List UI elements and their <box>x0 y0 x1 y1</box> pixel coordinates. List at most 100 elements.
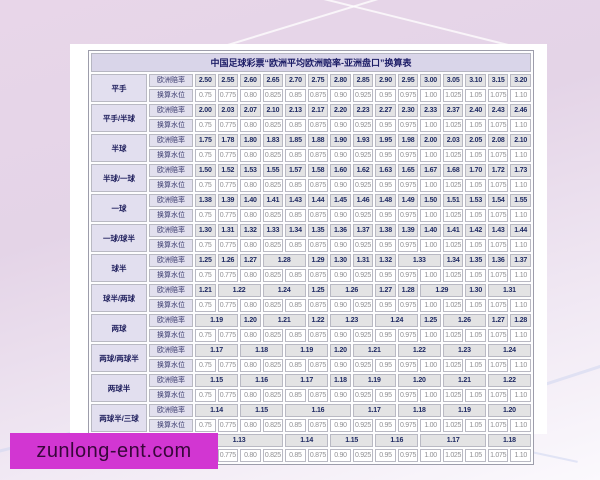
water-value-cell: 0.775 <box>217 179 239 192</box>
water-value-cell: 1.05 <box>465 449 486 462</box>
odds-row-label: 欧洲赔率 <box>149 224 193 237</box>
water-value-cell: 1.075 <box>487 239 509 252</box>
odds-value-cell: 1.32 <box>375 254 396 267</box>
water-value-cell: 0.975 <box>397 179 419 192</box>
water-value-cell: 0.90 <box>330 149 351 162</box>
odds-value-cell: 1.48 <box>375 194 396 207</box>
water-value-cell: 0.875 <box>307 179 329 192</box>
odds-value-cell: 1.39 <box>397 224 419 237</box>
odds-value-cell: 1.27 <box>487 314 509 327</box>
water-value-cell: 0.75 <box>195 359 216 372</box>
odds-value-cell: 2.90 <box>375 74 396 87</box>
water-value-cell: 0.775 <box>217 359 239 372</box>
water-value-cell: 0.975 <box>397 419 419 432</box>
water-value-cell: 1.10 <box>510 359 531 372</box>
water-value-cell: 0.925 <box>352 149 374 162</box>
water-value-cell: 0.80 <box>240 329 261 342</box>
water-value-cell: 0.875 <box>307 419 329 432</box>
water-value-cell: 1.025 <box>442 149 464 162</box>
water-value-cell: 0.85 <box>285 449 306 462</box>
water-value-cell: 1.025 <box>442 179 464 192</box>
odds-value-cell: 1.29 <box>420 284 464 297</box>
water-value-cell: 1.00 <box>420 449 441 462</box>
water-value-cell: 1.075 <box>487 299 509 312</box>
odds-value-cell: 1.52 <box>217 164 239 177</box>
water-value-cell: 0.975 <box>397 269 419 282</box>
water-value-cell: 1.025 <box>442 329 464 342</box>
odds-value-cell: 1.17 <box>352 404 396 417</box>
water-value-cell: 0.95 <box>375 89 396 102</box>
water-value-cell: 0.925 <box>352 209 374 222</box>
water-value-cell: 0.80 <box>240 179 261 192</box>
odds-value-cell: 1.83 <box>262 134 284 147</box>
odds-value-cell: 1.73 <box>510 164 531 177</box>
odds-value-cell: 3.20 <box>510 74 531 87</box>
odds-value-cell: 1.68 <box>442 164 464 177</box>
odds-value-cell: 1.21 <box>262 314 306 327</box>
water-value-cell: 0.825 <box>262 89 284 102</box>
odds-value-cell: 2.00 <box>195 104 216 117</box>
water-value-cell: 0.825 <box>262 419 284 432</box>
odds-value-cell: 1.22 <box>487 374 531 387</box>
water-value-cell: 0.75 <box>195 179 216 192</box>
odds-value-cell: 1.18 <box>397 404 441 417</box>
water-value-cell: 0.775 <box>217 119 239 132</box>
odds-value-cell: 1.45 <box>330 194 351 207</box>
odds-value-cell: 2.20 <box>330 104 351 117</box>
odds-value-cell: 1.25 <box>195 254 216 267</box>
water-value-cell: 1.00 <box>420 119 441 132</box>
water-value-cell: 0.95 <box>375 419 396 432</box>
odds-value-cell: 1.54 <box>487 194 509 207</box>
water-value-cell: 1.025 <box>442 89 464 102</box>
water-value-cell: 0.85 <box>285 359 306 372</box>
odds-value-cell: 1.33 <box>397 254 441 267</box>
water-value-cell: 0.95 <box>375 389 396 402</box>
handicap-group-label: 一球 <box>91 194 147 222</box>
water-value-cell: 0.825 <box>262 239 284 252</box>
odds-value-cell: 1.14 <box>285 434 329 447</box>
water-value-cell: 0.825 <box>262 329 284 342</box>
odds-value-cell: 1.32 <box>240 224 261 237</box>
water-value-cell: 1.075 <box>487 269 509 282</box>
water-value-cell: 0.925 <box>352 239 374 252</box>
odds-value-cell: 1.20 <box>240 314 261 327</box>
odds-value-cell: 1.19 <box>285 344 329 357</box>
content-panel: 中国足球彩票“欧洲平均欧洲赔率-亚洲盘口”换算表 平手 欧洲赔率 2.50 2.55 2… <box>70 44 547 465</box>
odds-value-cell: 2.23 <box>352 104 374 117</box>
water-value-cell: 1.075 <box>487 359 509 372</box>
odds-value-cell: 1.18 <box>330 374 351 387</box>
odds-value-cell: 2.50 <box>195 74 216 87</box>
water-value-cell: 0.975 <box>397 119 419 132</box>
odds-value-cell: 2.10 <box>262 104 284 117</box>
water-row-label: 换算水位 <box>149 89 193 102</box>
water-value-cell: 1.05 <box>465 119 486 132</box>
water-value-cell: 0.90 <box>330 449 351 462</box>
odds-value-cell: 1.27 <box>375 284 396 297</box>
odds-value-cell: 1.53 <box>240 164 261 177</box>
odds-value-cell: 1.31 <box>487 284 531 297</box>
water-value-cell: 0.925 <box>352 269 374 282</box>
odds-value-cell: 1.24 <box>487 344 531 357</box>
odds-value-cell: 1.67 <box>420 164 441 177</box>
water-value-cell: 0.80 <box>240 389 261 402</box>
odds-row-label: 欧洲赔率 <box>149 134 193 147</box>
water-value-cell: 0.75 <box>195 389 216 402</box>
water-value-cell: 0.825 <box>262 209 284 222</box>
odds-row-label: 欧洲赔率 <box>149 254 193 267</box>
odds-value-cell: 1.44 <box>510 224 531 237</box>
water-value-cell: 0.925 <box>352 389 374 402</box>
watermark-banner: zunlong-ent.com <box>10 433 218 469</box>
odds-row-label: 欧洲赔率 <box>149 404 193 417</box>
water-value-cell: 0.80 <box>240 359 261 372</box>
water-row-label: 换算水位 <box>149 359 193 372</box>
water-value-cell: 1.00 <box>420 269 441 282</box>
odds-value-cell: 2.33 <box>420 104 441 117</box>
odds-value-cell: 1.15 <box>195 374 239 387</box>
handicap-group-label: 两球半/三球 <box>91 404 147 432</box>
water-value-cell: 0.95 <box>375 149 396 162</box>
odds-value-cell: 1.62 <box>352 164 374 177</box>
